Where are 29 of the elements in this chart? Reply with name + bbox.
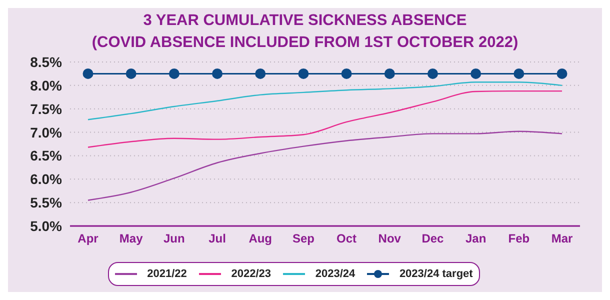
x-tick-label: Jan bbox=[465, 232, 486, 246]
x-tick-label: Feb bbox=[508, 232, 530, 246]
y-tick-label: 7.5% bbox=[30, 100, 63, 117]
x-tick-label: Sep bbox=[292, 232, 314, 246]
y-tick-label: 8.0% bbox=[30, 77, 63, 94]
x-tick-label: Mar bbox=[551, 232, 573, 246]
x-tick-label: Jul bbox=[208, 232, 226, 246]
line-series bbox=[87, 130, 563, 201]
x-tick-label: Apr bbox=[78, 232, 99, 246]
x-tick-label: Jun bbox=[164, 232, 185, 246]
legend-label: 2022/23 bbox=[231, 268, 272, 280]
legend-label: 2021/22 bbox=[147, 268, 187, 280]
chart-title: 3 YEAR CUMULATIVE SICKNESS ABSENCE bbox=[142, 11, 468, 31]
legend-label: 2023/24 bbox=[315, 268, 356, 280]
x-tick-label: Nov bbox=[378, 232, 402, 246]
chart-subtitle: (COVID ABSENCE INCLUDED FROM 1ST OCTOBER 2022) bbox=[90, 33, 520, 53]
line-series bbox=[87, 90, 563, 148]
y-tick-label: 5.5% bbox=[30, 194, 63, 211]
x-tick-label: Dec bbox=[422, 232, 444, 246]
y-tick-label: 6.5% bbox=[30, 148, 63, 164]
x-tick-label: Oct bbox=[336, 232, 357, 246]
y-tick-label: 7.0% bbox=[30, 124, 63, 140]
y-tick-label: 5.0% bbox=[30, 218, 63, 234]
x-tick-label: Aug bbox=[248, 232, 272, 246]
y-tick-label: 6.0% bbox=[30, 171, 63, 188]
y-tick-label: 8.5% bbox=[30, 54, 63, 70]
legend-label: 2023/24 target bbox=[399, 268, 473, 280]
x-tick-label: May bbox=[119, 232, 144, 246]
line-series bbox=[87, 82, 563, 120]
